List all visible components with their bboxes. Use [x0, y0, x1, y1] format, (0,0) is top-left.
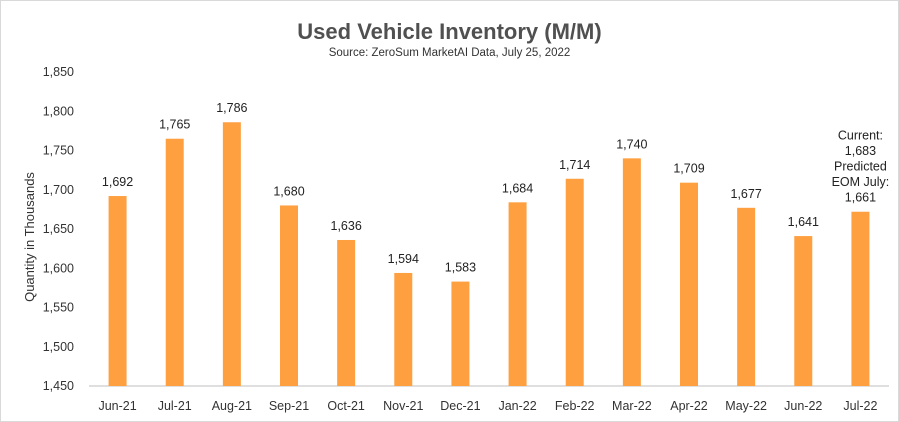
bar — [794, 236, 813, 386]
bar — [508, 202, 527, 386]
data-label: 1,740 — [616, 137, 647, 151]
x-tick-label: Jun-21 — [98, 399, 136, 413]
x-tick-label: Mar-22 — [612, 399, 652, 413]
data-label: 1,684 — [502, 181, 533, 195]
data-label: 1,786 — [216, 101, 247, 115]
bar — [108, 196, 127, 386]
y-tick-label: 1,450 — [43, 379, 74, 393]
bar — [222, 122, 241, 387]
x-tick-label: Apr-22 — [670, 399, 708, 413]
bar — [280, 205, 298, 386]
x-tick-label: Nov-21 — [383, 399, 423, 413]
x-tick-label: Oct-21 — [327, 399, 365, 413]
x-tick-label: Feb-22 — [555, 399, 595, 413]
bar — [451, 281, 470, 386]
data-label: 1,692 — [102, 175, 133, 189]
data-label: 1,714 — [559, 158, 590, 172]
y-tick-label: 1,750 — [43, 144, 74, 158]
data-label: 1,680 — [273, 184, 304, 198]
data-label: 1,636 — [331, 219, 362, 233]
y-tick-label: 1,650 — [43, 222, 74, 236]
bar — [680, 182, 698, 386]
data-label: 1,677 — [731, 187, 762, 201]
x-tick-label: Dec-21 — [440, 399, 480, 413]
bar — [394, 272, 413, 386]
y-axis-label: Quantity in Thousands — [22, 172, 37, 302]
bar — [622, 158, 641, 386]
data-label: 1,594 — [388, 252, 419, 266]
data-label: Current: 1,683 Predicted EOM July: 1,661 — [832, 129, 890, 205]
data-label: 1,765 — [159, 118, 190, 132]
x-tick-label: Aug-21 — [212, 399, 252, 413]
data-label: 1,583 — [445, 261, 476, 275]
bar — [165, 138, 184, 386]
chart-subtitle: Source: ZeroSum MarketAI Data, July 25, … — [328, 47, 571, 59]
y-tick-label: 1,500 — [43, 340, 74, 354]
bar — [851, 211, 870, 386]
y-tick-label: 1,850 — [43, 65, 74, 79]
chart-title: Used Vehicle Inventory (M/M) — [297, 19, 602, 44]
bar — [565, 178, 584, 386]
x-tick-label: May-22 — [725, 399, 767, 413]
y-tick-label: 1,700 — [43, 183, 74, 197]
x-tick-label: Jul-22 — [843, 399, 877, 413]
bar — [337, 239, 356, 386]
y-tick-label: 1,800 — [43, 104, 74, 118]
y-tick-label: 1,550 — [43, 301, 74, 315]
bar — [737, 207, 756, 386]
data-label: 1,709 — [673, 162, 704, 176]
x-tick-label: Jun-22 — [784, 399, 822, 413]
data-label: 1,641 — [788, 215, 819, 229]
x-tick-label: Sep-21 — [269, 399, 309, 413]
x-tick-label: Jan-22 — [498, 399, 536, 413]
x-tick-label: Jul-21 — [158, 399, 192, 413]
y-tick-label: 1,600 — [43, 261, 74, 275]
